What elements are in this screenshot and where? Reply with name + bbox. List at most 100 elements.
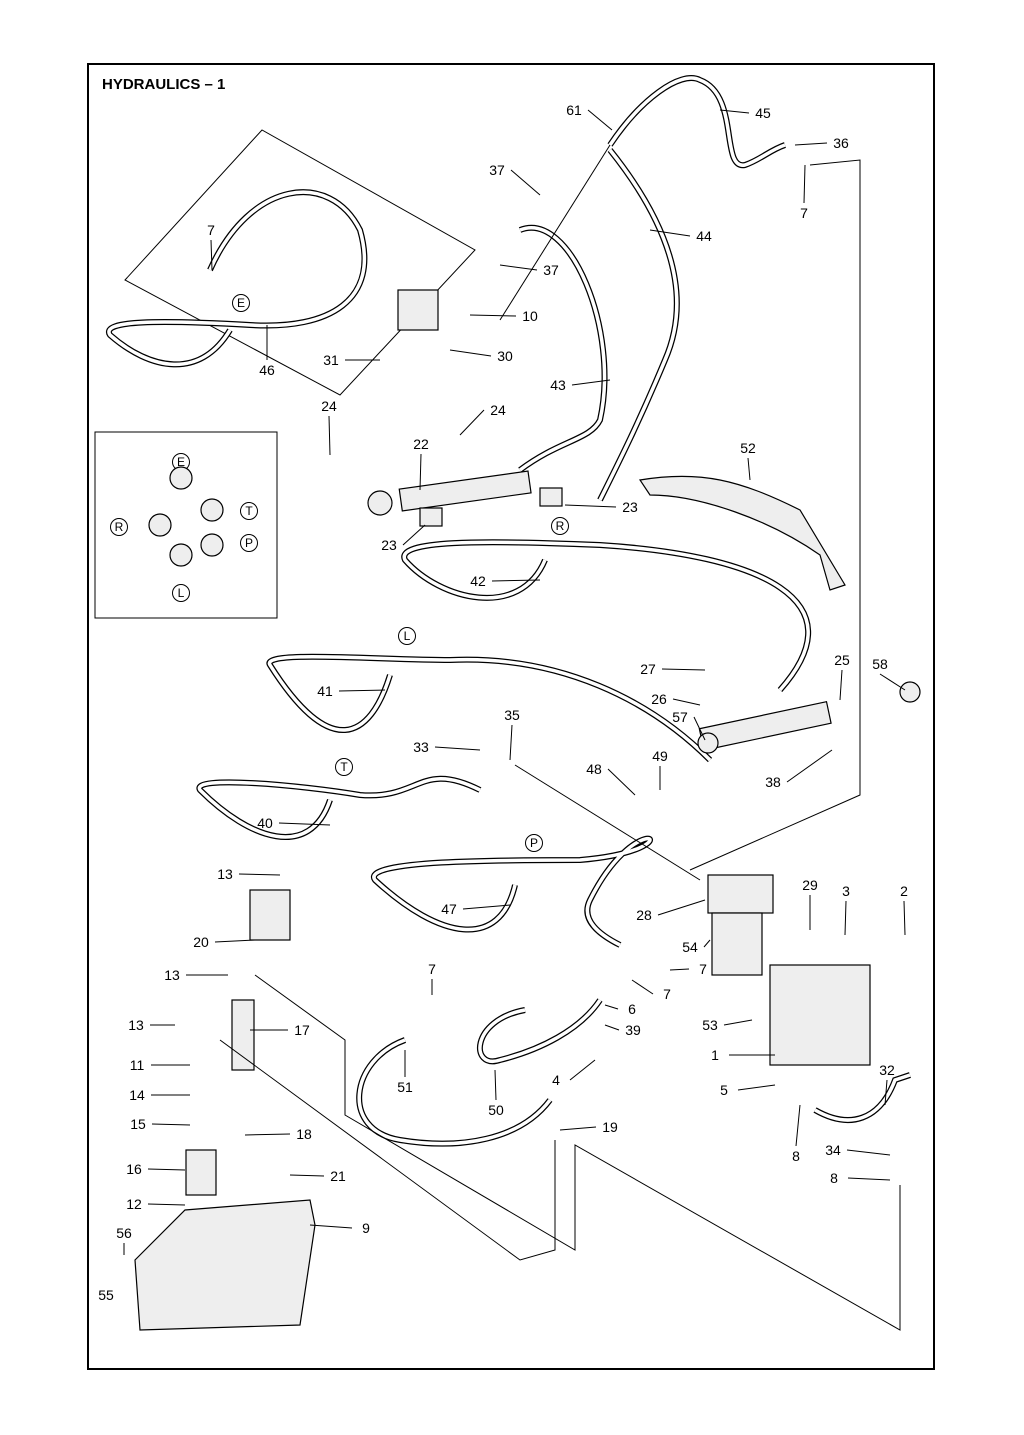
callout-48: 48 [586,761,636,796]
leader-line [564,504,617,508]
port-marker-L: L [398,627,416,645]
callout-number: 24 [321,398,337,414]
callout-number: 40 [257,815,273,831]
leader-line [571,379,611,386]
port-marker-P: P [525,834,543,852]
callout-number: 33 [413,739,429,755]
port-fitting [200,498,224,522]
callout-number: 16 [126,1161,142,1177]
diagram-title: HYDRAULICS – 1 [102,76,226,93]
callout-36: 36 [794,135,849,151]
leader-line [462,904,511,910]
port-letter: P [530,836,538,850]
port-letter: L [178,586,185,600]
callout-number: 53 [702,1017,718,1033]
callout-number: 25 [834,652,850,668]
leader-line [649,229,691,237]
callout-number: 45 [755,105,771,121]
port-detail-inset [94,431,278,619]
port-letter: E [177,455,185,469]
callout-16: 16 [126,1161,186,1177]
callout-number: 49 [652,748,668,764]
leader-line [844,900,847,936]
leader-line [509,724,513,761]
leader-line [846,1149,891,1156]
callout-7: 7 [631,979,671,1002]
callout-34: 34 [825,1142,891,1158]
port-letter: R [556,519,565,533]
port-letter: E [237,296,245,310]
callout-number: 43 [550,377,566,393]
port-letter: T [340,760,348,774]
callout-3: 3 [842,883,850,936]
callout-number: 11 [130,1057,145,1073]
callout-number: 32 [879,1062,895,1078]
callout-2: 2 [900,883,908,936]
callout-11: 11 [130,1057,190,1073]
callout-number: 28 [636,907,652,923]
callout-7: 7 [800,164,808,221]
callout-51: 51 [397,1050,413,1095]
callout-number: 48 [586,761,602,777]
callout-number: 27 [640,661,656,677]
port-letter: R [115,520,124,534]
leader-line [795,1104,801,1147]
callout-number: 52 [740,440,756,456]
callout-42: 42 [470,573,541,589]
callout-13: 13 [164,967,228,983]
leader-line [661,668,706,671]
hose-42 [401,539,812,692]
tube-17 [231,999,255,1071]
port-markers: E E T R P L R L T P [110,294,569,852]
callout-24: 24 [459,402,506,436]
sleeve-52 [638,475,846,591]
callout-number: 17 [294,1022,310,1038]
port-fitting [169,543,193,567]
leader-line [210,239,213,271]
callout-number: 36 [833,135,849,151]
hose-40 [196,775,482,840]
callout-number: 54 [682,939,698,955]
leader-line [309,1224,353,1229]
leader-line [214,939,256,943]
callout-26: 26 [651,691,701,707]
callout-19: 19 [559,1119,618,1135]
callout-50: 50 [488,1069,504,1118]
leader-line [449,349,492,357]
rod-eye-22 [367,490,393,516]
control-valve-30 [397,289,439,331]
callout-number: 1 [711,1047,719,1063]
callout-31: 31 [323,352,380,368]
callout-30: 30 [449,348,513,364]
callout-43: 43 [550,377,611,393]
callout-8: 8 [792,1104,801,1164]
callout-number: 23 [622,499,638,515]
callout-number: 7 [663,986,671,1002]
inset-boxes [94,129,476,619]
callout-12: 12 [126,1196,186,1212]
callout-number: 13 [217,866,233,882]
callout-9: 9 [309,1220,370,1236]
leader-line [786,749,833,783]
leader-line [587,109,613,131]
callout-number: 3 [842,883,850,899]
callout-25: 25 [834,652,850,701]
leader-line [631,979,654,995]
callout-20: 20 [193,934,256,950]
callout-23: 23 [381,524,426,553]
callout-number: 24 [490,402,506,418]
callout-40: 40 [257,815,331,831]
callout-number: 5 [720,1082,728,1098]
callout-number: 22 [413,436,429,452]
hoses [105,75,911,1147]
filter-16 [185,1149,217,1196]
callout-number: 7 [800,205,808,221]
leader-line [607,768,636,796]
leader-line [559,1126,597,1131]
port-marker-L: L [172,584,190,602]
callout-number: 56 [116,1225,132,1241]
callout-number: 47 [441,901,457,917]
pin-23a [539,487,563,507]
callout-49: 49 [652,748,668,790]
